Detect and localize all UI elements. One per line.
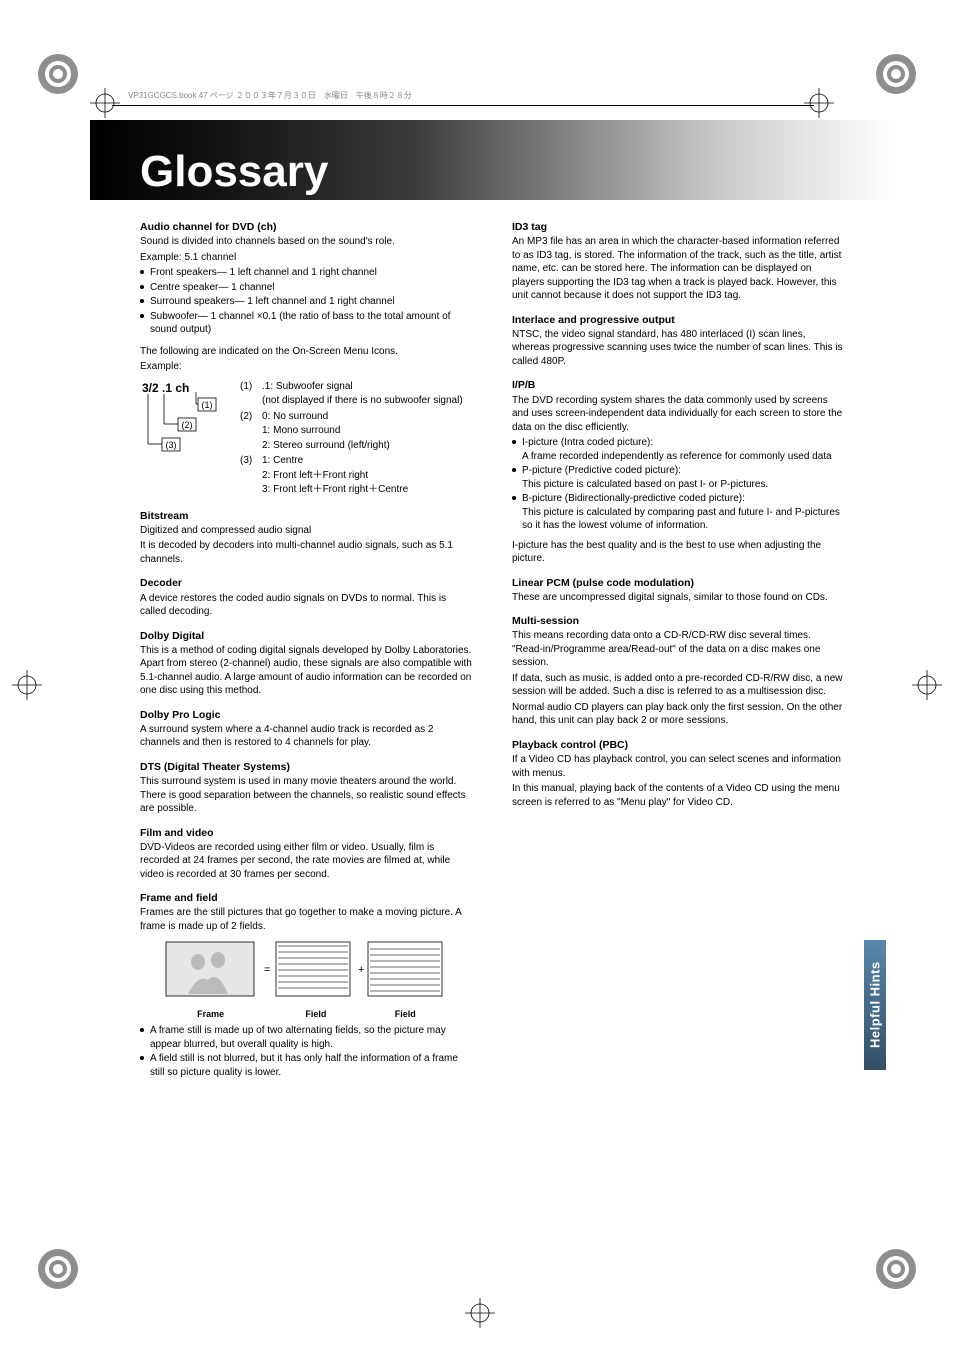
- frame-field-figure: = +: [164, 937, 472, 1020]
- text: The following are indicated on the On-Sc…: [140, 345, 472, 359]
- crop-mark-top-left: [36, 52, 80, 96]
- text: The DVD recording system shares the data…: [512, 394, 844, 435]
- text: Sound is divided into channels based on …: [140, 235, 472, 249]
- list-item: A field still is not blurred, but it has…: [140, 1052, 472, 1079]
- ch-row-num: (3): [240, 454, 262, 498]
- ipb-body: This picture is calculated by comparing …: [522, 506, 844, 533]
- text: Frames are the still pictures that go to…: [140, 906, 472, 933]
- text: This means recording data onto a CD-R/CD…: [512, 629, 844, 670]
- ch-row-text: 0: No surround: [262, 410, 390, 424]
- list-item: P-picture (Predictive coded picture): Th…: [512, 464, 844, 491]
- term-dts: DTS (Digital Theater Systems): [140, 760, 472, 774]
- term-dolby-digital: Dolby Digital: [140, 629, 472, 643]
- list-item: I-picture (Intra coded picture): A frame…: [512, 436, 844, 463]
- channel-diagram: 3/2 .1 ch (1) (2) (3): [140, 380, 230, 499]
- label-field: Field: [277, 1008, 354, 1020]
- registration-mark-bottom: [465, 1298, 495, 1333]
- text: DVD-Videos are recorded using either fil…: [140, 841, 472, 882]
- right-column: ID3 tag An MP3 file has an area in which…: [512, 210, 844, 1081]
- text: This surround system is used in many mov…: [140, 775, 472, 816]
- ipb-head: B-picture (Bidirectionally-predictive co…: [522, 493, 745, 504]
- text: Example:: [140, 360, 472, 374]
- text: An MP3 file has an area in which the cha…: [512, 235, 844, 303]
- svg-text:(3): (3): [166, 440, 177, 450]
- ipb-head: I-picture (Intra coded picture):: [522, 437, 653, 448]
- text: If a Video CD has playback control, you …: [512, 753, 844, 780]
- list-item: B-picture (Bidirectionally-predictive co…: [512, 492, 844, 533]
- list-item: Subwoofer— 1 channel ×0.1 (the ratio of …: [140, 310, 472, 337]
- term-bitstream: Bitstream: [140, 509, 472, 523]
- ch-row-text: 1: Centre: [262, 454, 408, 468]
- label-field: Field: [367, 1008, 444, 1020]
- text: This is a method of coding digital signa…: [140, 644, 472, 698]
- term-id3: ID3 tag: [512, 220, 844, 234]
- term-interlace: Interlace and progressive output: [512, 313, 844, 327]
- ch-label: 3/2 .1 ch: [142, 381, 189, 395]
- label-frame: Frame: [164, 1008, 257, 1020]
- page-content: Glossary Audio channel for DVD (ch) Soun…: [90, 90, 894, 1081]
- channel-list: (1) .1: Subwoofer signal (not displayed …: [240, 380, 472, 499]
- ch-row-text: (not displayed if there is no subwoofer …: [262, 394, 463, 408]
- term-ipb: I/P/B: [512, 378, 844, 392]
- text: Normal audio CD players can play back on…: [512, 701, 844, 728]
- list-item: Front speakers— 1 left channel and 1 rig…: [140, 266, 472, 280]
- ch-row-text: 2: Front left＋Front right: [262, 469, 408, 483]
- svg-text:(1): (1): [202, 400, 213, 410]
- text: It is decoded by decoders into multi-cha…: [140, 539, 472, 566]
- ch-row-text: 1: Mono surround: [262, 424, 390, 438]
- svg-text:+: +: [358, 964, 364, 976]
- registration-mark-right: [912, 670, 942, 705]
- channel-example: 3/2 .1 ch (1) (2) (3): [140, 380, 472, 499]
- ipb-head: P-picture (Predictive coded picture):: [522, 465, 681, 476]
- text: Digitized and compressed audio signal: [140, 524, 472, 538]
- left-column: Audio channel for DVD (ch) Sound is divi…: [140, 210, 472, 1081]
- ipb-body: This picture is calculated based on past…: [522, 478, 844, 492]
- text: NTSC, the video signal standard, has 480…: [512, 328, 844, 369]
- term-film-video: Film and video: [140, 826, 472, 840]
- title-banner: Glossary: [90, 120, 894, 200]
- text: Example: 5.1 channel: [140, 251, 472, 265]
- ch-row-text: .1: Subwoofer signal: [262, 380, 463, 394]
- text: These are uncompressed digital signals, …: [512, 591, 844, 605]
- list-item: Surround speakers— 1 left channel and 1 …: [140, 295, 472, 309]
- page-title: Glossary: [140, 150, 328, 200]
- registration-mark-left: [12, 670, 42, 705]
- term-pbc: Playback control (PBC): [512, 738, 844, 752]
- term-audio-channel: Audio channel for DVD (ch): [140, 220, 472, 234]
- list-item: Centre speaker— 1 channel: [140, 281, 472, 295]
- term-multisession: Multi-session: [512, 614, 844, 628]
- text: In this manual, playing back of the cont…: [512, 782, 844, 809]
- text: A device restores the coded audio signal…: [140, 592, 472, 619]
- crop-mark-bottom-right: [874, 1247, 918, 1291]
- svg-text:(2): (2): [182, 420, 193, 430]
- ipb-body: A frame recorded independently as refere…: [522, 450, 844, 464]
- term-frame-field: Frame and field: [140, 891, 472, 905]
- text: I-picture has the best quality and is th…: [512, 539, 844, 566]
- ch-row-num: (1): [240, 380, 262, 409]
- text: A surround system where a 4-channel audi…: [140, 723, 472, 750]
- ch-row-text: 3: Front left＋Front right＋Centre: [262, 483, 408, 497]
- crop-mark-bottom-left: [36, 1247, 80, 1291]
- term-dolby-pro-logic: Dolby Pro Logic: [140, 708, 472, 722]
- ch-row-text: 2: Stereo surround (left/right): [262, 439, 390, 453]
- svg-text:=: =: [264, 964, 270, 976]
- term-lpcm: Linear PCM (pulse code modulation): [512, 576, 844, 590]
- term-decoder: Decoder: [140, 576, 472, 590]
- text: If data, such as music, is added onto a …: [512, 672, 844, 699]
- list-item: A frame still is made up of two alternat…: [140, 1024, 472, 1051]
- ch-row-num: (2): [240, 410, 262, 454]
